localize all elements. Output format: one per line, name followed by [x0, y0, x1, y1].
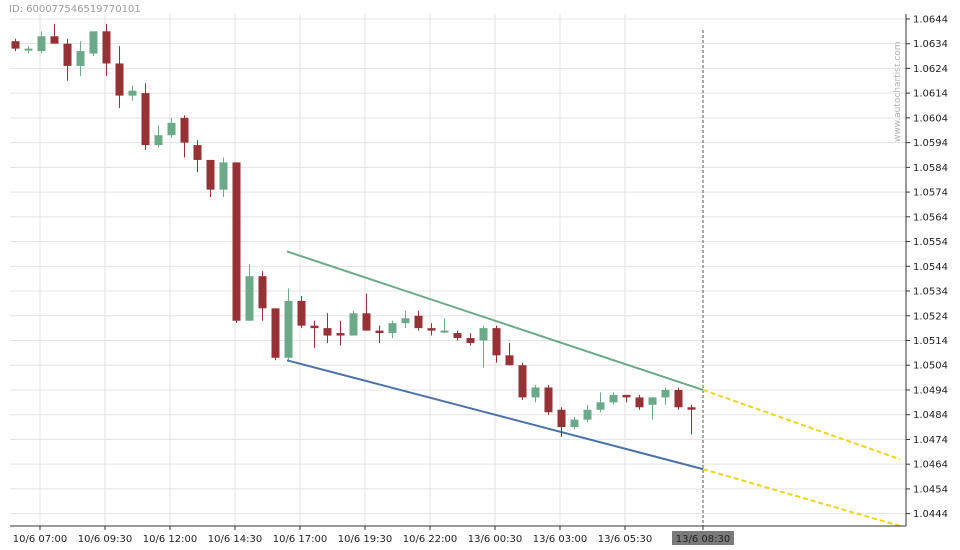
- y-tick-label: 1.0504: [913, 361, 948, 372]
- candle-body-down: [141, 93, 150, 146]
- candle-body-down: [50, 36, 59, 44]
- x-tick-label: 10/6 09:30: [78, 534, 132, 545]
- y-tick-label: 1.0584: [913, 163, 948, 174]
- candle-body-down: [622, 394, 631, 398]
- grid-lines: [10, 14, 906, 526]
- candle-body-up: [479, 328, 488, 341]
- y-tick-label: 1.0474: [913, 435, 948, 446]
- y-tick-label: 1.0484: [913, 410, 948, 421]
- y-tick-label: 1.0444: [913, 509, 948, 520]
- candle-body-up: [349, 313, 358, 336]
- candle-body-up: [596, 402, 605, 410]
- candle-body-up: [531, 387, 540, 398]
- y-tick-label: 1.0574: [913, 188, 948, 199]
- candle-body-up: [219, 162, 228, 190]
- candle-body-down: [362, 313, 371, 331]
- candle-body-down: [258, 276, 267, 309]
- candle-body-down: [180, 117, 189, 143]
- x-tick-label: 13/6 08:30: [676, 534, 730, 545]
- support-projection: [702, 468, 901, 527]
- y-tick-label: 1.0634: [913, 39, 948, 50]
- trendline-layer: [286, 250, 901, 527]
- candle-body-down: [193, 145, 202, 160]
- candle-body-up: [245, 276, 254, 321]
- candle-body-up: [284, 300, 293, 358]
- y-tick-label: 1.0614: [913, 89, 948, 100]
- candle-body-down: [271, 308, 280, 358]
- candle-body-down: [115, 63, 124, 96]
- x-tick-label: 10/6 22:00: [403, 534, 457, 545]
- x-tick-highlight-box: [672, 531, 734, 545]
- candle-body-down: [63, 43, 72, 66]
- candle-body-up: [37, 36, 46, 52]
- y-tick-label: 1.0624: [913, 64, 948, 75]
- y-tick-label: 1.0494: [913, 385, 948, 396]
- candle-body-down: [297, 300, 306, 326]
- candle-body-down: [674, 389, 683, 408]
- candle-body-down: [323, 328, 332, 336]
- axes: 1.0644 1.0634 1.0624 1.0614 1.0604 1.0594 1.05…: [10, 14, 948, 545]
- candle-body-down: [466, 338, 475, 343]
- candles-layer: [11, 23, 696, 437]
- candle-body-up: [128, 90, 137, 96]
- candle-body-up: [609, 394, 618, 403]
- candle-body-down: [375, 330, 384, 334]
- candle-body-down: [102, 31, 111, 64]
- candle-body-up: [583, 409, 592, 420]
- y-tick-label: 1.0544: [913, 262, 948, 273]
- candle-body-down: [11, 41, 20, 49]
- candle-body-down: [505, 355, 514, 366]
- x-tick-label: 10/6 14:30: [208, 534, 262, 545]
- candle-body-up: [440, 330, 449, 333]
- candle-body-down: [518, 365, 527, 398]
- x-tick-label: 10/6 19:30: [338, 534, 392, 545]
- candle-body-up: [661, 389, 670, 398]
- y-tick-label: 1.0454: [913, 484, 948, 495]
- x-tick-label: 10/6 12:00: [143, 534, 197, 545]
- candle-body-down: [336, 333, 345, 336]
- y-tick-label: 1.0554: [913, 237, 948, 248]
- y-tick-label: 1.0514: [913, 336, 948, 347]
- chart-id-label: ID: 600077546519770101: [9, 4, 141, 15]
- x-tick-label: 13/6 05:30: [598, 534, 652, 545]
- candle-body-up: [154, 135, 163, 146]
- candle-body-down: [414, 315, 423, 329]
- candle-body-down: [206, 159, 215, 190]
- support-trendline: [286, 359, 704, 471]
- x-tick-label: 13/6 00:30: [468, 534, 522, 545]
- resistance-projection: [702, 389, 901, 461]
- y-tick-label: 1.0594: [913, 138, 948, 149]
- candle-body-down: [453, 333, 462, 339]
- y-tick-label: 1.0534: [913, 287, 948, 298]
- candle-body-up: [89, 31, 98, 54]
- y-tick-label: 1.0464: [913, 460, 948, 471]
- candle-body-down: [310, 325, 319, 329]
- x-tick-label: 10/6 07:00: [13, 534, 67, 545]
- y-tick-label: 1.0604: [913, 113, 948, 124]
- x-tick-label: 13/6 03:00: [533, 534, 587, 545]
- candle-body-down: [427, 328, 436, 331]
- y-tick-label: 1.0564: [913, 212, 948, 223]
- resistance-trendline: [286, 250, 704, 391]
- candle-body-up: [76, 51, 85, 66]
- candle-body-up: [167, 122, 176, 136]
- x-tick-label: 10/6 17:00: [273, 534, 327, 545]
- candle-body-up: [401, 318, 410, 324]
- candle-body-down: [544, 387, 553, 413]
- candle-body-down: [687, 407, 696, 410]
- y-tick-label: 1.0524: [913, 311, 948, 322]
- candle-body-down: [557, 409, 566, 428]
- candle-body-down: [492, 328, 501, 356]
- candle-body-down: [635, 397, 644, 408]
- candle-body-down: [232, 162, 241, 321]
- candle-body-up: [570, 419, 579, 428]
- candle-body-up: [648, 397, 657, 405]
- y-tick-label: 1.0644: [913, 14, 948, 25]
- candle-body-up: [388, 323, 397, 334]
- candle-body-up: [24, 48, 33, 51]
